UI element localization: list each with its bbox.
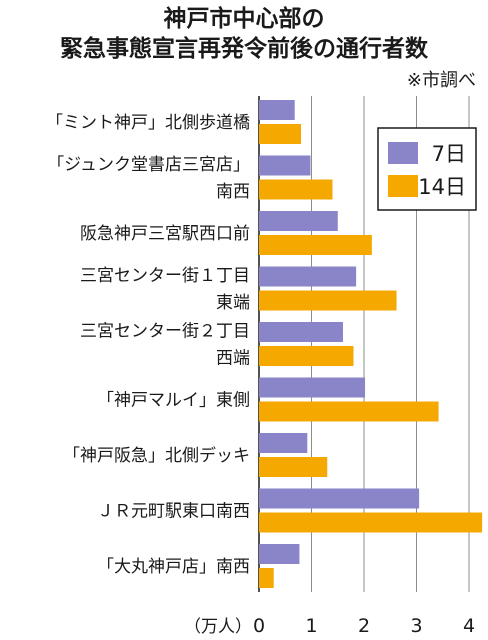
x-tick-label: 2 — [358, 615, 370, 637]
chart-title-line-2: 緊急事態宣言再発令前後の通行者数 — [60, 35, 429, 62]
bar-7-1 — [259, 155, 311, 176]
category-label: 三宮センター街１丁目 — [80, 266, 250, 286]
bar-14-4 — [259, 346, 354, 366]
bar-14-2 — [259, 235, 372, 255]
bar-14-7 — [259, 512, 483, 533]
category-label: 「神戸阪急」北側デッキ — [63, 445, 250, 466]
source-note: ※市調べ — [407, 70, 476, 91]
bar-7-7 — [259, 488, 420, 509]
category-labels: 「ミント神戸」北側歩道橋「ジュンク堂書店三宮店」南西阪急神戸三宮駅西口前三宮セン… — [46, 113, 250, 577]
category-label: ＪＲ元町駅東口南西 — [97, 502, 250, 522]
category-label: 西端 — [216, 349, 250, 369]
bar-14-8 — [259, 568, 274, 588]
legend: 7日 14日 — [377, 127, 477, 211]
bar-7-5 — [259, 377, 366, 398]
bar-14-5 — [259, 401, 439, 422]
bar-7-4 — [259, 322, 343, 342]
bar-14-0 — [259, 124, 301, 144]
bars — [259, 100, 483, 588]
chart-title-line-1: 神戸市中心部の — [164, 5, 325, 32]
x-tick-label: 1 — [305, 615, 317, 637]
bar-14-1 — [259, 179, 333, 200]
legend-swatch-14 — [388, 175, 418, 197]
x-tick-label: 3 — [410, 615, 422, 637]
legend-label-7: 7日 — [432, 142, 466, 166]
x-tick-label: 0 — [253, 615, 265, 637]
legend-label-14: 14日 — [418, 175, 466, 199]
category-label: 三宮センター街２丁目 — [80, 322, 250, 342]
category-label: 南西 — [216, 182, 250, 202]
bar-14-6 — [259, 457, 328, 477]
x-axis-ticks: 0 1 2 3 4 — [253, 615, 475, 637]
bar-7-2 — [259, 211, 338, 231]
bar-7-8 — [259, 544, 300, 564]
category-label: 「神戸マルイ」東側 — [97, 391, 250, 411]
bar-14-3 — [259, 290, 397, 311]
legend-swatch-7 — [388, 142, 418, 164]
x-tick-label: 4 — [463, 615, 475, 637]
category-label: 阪急神戸三宮駅西口前 — [80, 224, 250, 244]
bar-7-3 — [259, 266, 357, 287]
category-label: 「大丸神戸店」南西 — [97, 557, 250, 577]
category-label: 「ジュンク堂書店三宮店」 — [47, 155, 250, 175]
unit-label: （万人） — [184, 617, 252, 637]
category-label: 東端 — [216, 293, 250, 313]
category-label: 「ミント神戸」北側歩道橋 — [46, 113, 250, 133]
bar-7-0 — [259, 100, 295, 120]
bar-7-6 — [259, 433, 308, 453]
